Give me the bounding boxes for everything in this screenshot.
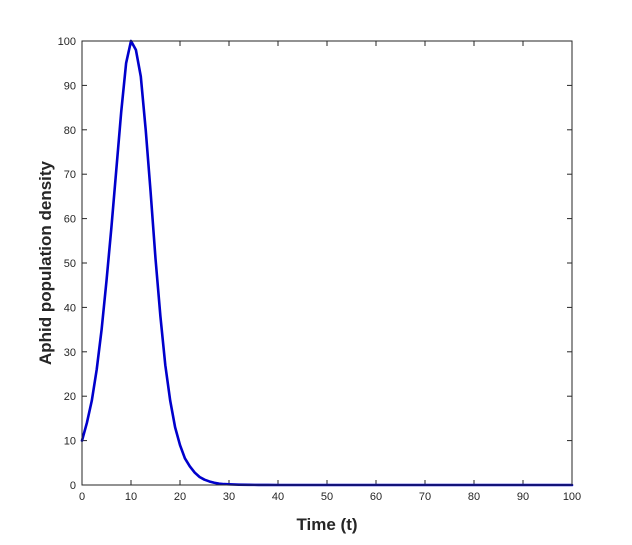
y-axis-label: Aphid population density <box>36 160 55 365</box>
y-tick-label: 10 <box>64 436 76 448</box>
x-axis-label: Time (t) <box>296 515 357 534</box>
x-tick-label: 60 <box>370 491 382 503</box>
x-tick-label: 0 <box>79 491 85 503</box>
x-tick-label: 40 <box>272 491 284 503</box>
y-tick-label: 70 <box>64 169 76 181</box>
y-tick-label: 60 <box>64 214 76 226</box>
y-tick-label: 0 <box>70 480 76 492</box>
x-tick-label: 80 <box>468 491 480 503</box>
x-tick-label: 50 <box>321 491 333 503</box>
y-tick-label: 50 <box>64 258 76 270</box>
x-tick-label: 100 <box>563 491 581 503</box>
x-tick-label: 10 <box>125 491 137 503</box>
y-tick-label: 90 <box>64 80 76 92</box>
y-tick-label: 30 <box>64 347 76 359</box>
x-tick-label: 70 <box>419 491 431 503</box>
tick-labels: 0 10 20 30 40 50 60 70 80 90 100 0 10 20 30 40 50 60 70 80 9… <box>58 36 582 503</box>
x-tick-label: 90 <box>517 491 529 503</box>
y-tick-label: 80 <box>64 125 76 137</box>
x-tick-label: 20 <box>174 491 186 503</box>
y-tick-label: 100 <box>58 36 76 48</box>
y-tick-label: 20 <box>64 391 76 403</box>
y-tick-label: 40 <box>64 302 76 314</box>
plot-frame <box>81 40 573 486</box>
plot-background <box>82 41 572 485</box>
x-tick-label: 30 <box>223 491 235 503</box>
